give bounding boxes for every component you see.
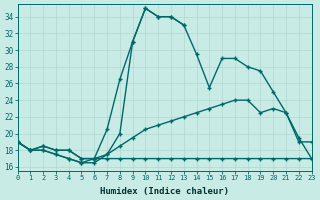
X-axis label: Humidex (Indice chaleur): Humidex (Indice chaleur) [100, 187, 229, 196]
